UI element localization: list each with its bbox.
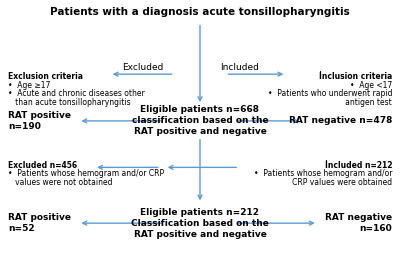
Text: •  Acute and chronic diseases other: • Acute and chronic diseases other: [8, 89, 145, 98]
Text: Excluded: Excluded: [122, 63, 164, 72]
Text: than acute tonsillopharyngitis: than acute tonsillopharyngitis: [8, 98, 130, 107]
Text: Exclusion criteria: Exclusion criteria: [8, 72, 83, 81]
Text: Included: Included: [220, 63, 259, 72]
Text: antigen test: antigen test: [338, 98, 392, 107]
Text: RAT negative n=478: RAT negative n=478: [289, 116, 392, 125]
Text: •  Patients whose hemogram and/or: • Patients whose hemogram and/or: [254, 169, 392, 178]
Text: •  Patients who underwent rapid: • Patients who underwent rapid: [268, 89, 392, 98]
Text: values were not obtained: values were not obtained: [8, 178, 112, 187]
Text: Eligible patients n=212
Classification based on the
RAT positive and negative: Eligible patients n=212 Classification b…: [131, 208, 269, 239]
Text: •  Age <17: • Age <17: [350, 80, 392, 89]
Text: RAT positive
n=52: RAT positive n=52: [8, 213, 71, 233]
Text: İncluded n=212: İncluded n=212: [324, 161, 392, 170]
Text: •  Patients whose hemogram and/or CRP: • Patients whose hemogram and/or CRP: [8, 169, 164, 178]
Text: İnclusion criteria: İnclusion criteria: [319, 72, 392, 81]
Text: RAT positive
n=190: RAT positive n=190: [8, 111, 71, 131]
Text: RAT negative
n=160: RAT negative n=160: [325, 213, 392, 233]
Text: Eligible patients n=668
classification based on the
RAT positive and negative: Eligible patients n=668 classification b…: [132, 105, 268, 137]
Text: Patients with a diagnosis acute tonsillopharyngitis: Patients with a diagnosis acute tonsillo…: [50, 7, 350, 17]
Text: •  Age ≥17: • Age ≥17: [8, 80, 50, 89]
Text: CRP values were obtained: CRP values were obtained: [285, 178, 392, 187]
Text: Excluded n=456: Excluded n=456: [8, 161, 77, 170]
